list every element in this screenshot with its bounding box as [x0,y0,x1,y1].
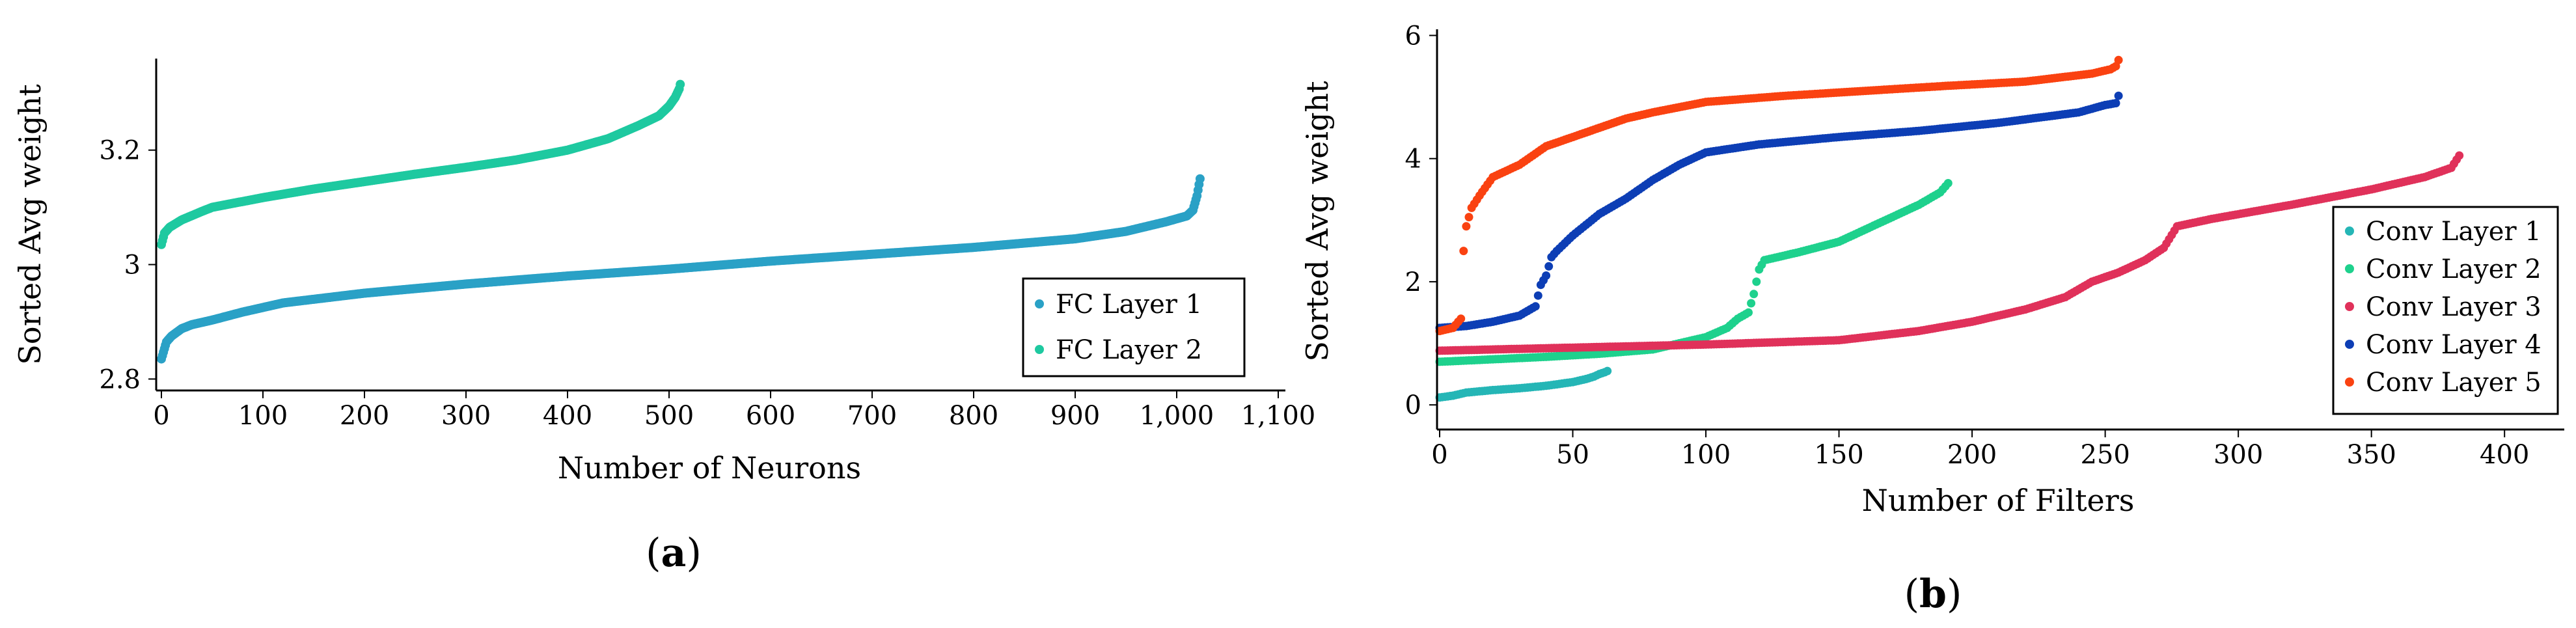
panel-a: 0 100 200 300 400 500 600 700 800 900 1,000 1,100 2.… [12,59,1315,576]
panel-a-x-tick-label: 0 [153,401,169,431]
panel-a-y-tick-label: 3 [124,251,141,280]
panel-b-legend-label-1: Conv Layer 1 [2366,217,2542,247]
panel-a-x-tick-label: 400 [543,401,592,431]
data-point [1464,213,1473,222]
data-point [1195,174,1205,184]
panel-a-legend-marker-2 [1035,345,1044,354]
panel-b-x-tick-label: 150 [1814,440,1863,470]
panel-b-series-1 [1435,366,1612,402]
panel-a-x-tick-label: 200 [340,401,389,431]
data-point [1462,222,1471,231]
data-point [2455,151,2464,160]
panel-b-ticks: 0 50 100 150 200 250 300 350 400 0 2 4 6 [1405,21,2530,470]
panel-b-y-tick-label: 0 [1405,390,1421,420]
panel-b-legend-items: Conv Layer 1 Conv Layer 2 Conv Layer 3 Conv… [2345,217,2542,398]
panel-b-points [1435,55,2464,402]
panel-a-series-1 [157,174,1205,364]
panel-a-legend-box [1022,277,1246,377]
panel-b-x-tick-label: 250 [2080,440,2130,470]
panel-a-legend: FC Layer 1 FC Layer 2 [1022,277,1246,377]
panel-a-x-tick-label: 600 [746,401,795,431]
panel-b-series-4 [1435,91,2123,333]
panel-a-x-tick-label: 800 [949,401,998,431]
data-point [1749,290,1759,299]
panel-a-x-tick-label: 300 [441,401,491,431]
panel-b-x-tick-label: 350 [2346,440,2396,470]
panel-a-x-tick-label: 700 [847,401,897,431]
panel-b-legend-label-2: Conv Layer 2 [2366,254,2542,284]
panel-b-y-tick-label: 2 [1405,267,1421,297]
panel-b-legend-label-4: Conv Layer 4 [2366,330,2542,360]
panel-a-y-tick-label: 2.8 [99,364,141,394]
panel-b-legend: Conv Layer 1 Conv Layer 2 Conv Layer 3 Conv… [2332,206,2559,415]
panel-a-ticks: 0 100 200 300 400 500 600 700 800 900 1,000 1,100 2.… [99,136,1315,431]
panel-b-legend-box [2332,206,2559,415]
panel-a-series-2 [157,79,685,249]
panel-b-x-tick-label: 50 [1556,440,1589,470]
panel-a-y-tick-label: 3.2 [99,136,141,166]
data-point [1943,179,1953,187]
data-point [1459,247,1468,256]
panel-b-caption: (b) [1904,571,1962,617]
panel-b-y-label: Sorted Avg weight [1300,81,1335,362]
data-point [1603,366,1612,375]
panel-b-series-3 [1435,151,2464,355]
panel-b-series-5 [1435,55,2123,336]
data-point [1542,271,1551,280]
panel-a-x-label: Number of Neurons [558,450,861,485]
panel-a-x-tick-label: 1,000 [1140,401,1214,431]
data-point [676,79,685,89]
data-point [1744,308,1753,317]
data-point [1533,291,1542,300]
panel-b-legend-marker-3 [2345,302,2354,311]
panel-b-x-label: Number of Filters [1862,483,2135,518]
panel-b-legend-marker-2 [2345,264,2354,273]
panel-b-x-tick-label: 0 [1431,440,1447,470]
panel-a-x-tick-label: 100 [238,401,288,431]
panel-b: 0 50 100 150 200 250 300 350 400 0 2 4 6 Number of F… [1300,21,2564,617]
panel-b-y-tick-label: 6 [1405,21,1421,51]
panel-b-legend-marker-4 [2345,340,2354,349]
panel-b-legend-label-5: Conv Layer 5 [2366,368,2542,398]
data-point [1531,302,1540,311]
panel-b-x-tick-label: 300 [2213,440,2263,470]
panel-b-y-tick-label: 4 [1405,144,1421,174]
panel-a-x-tick-label: 900 [1050,401,1100,431]
data-point [2114,55,2123,64]
panel-a-y-label: Sorted Avg weight [12,84,48,365]
panel-b-legend-marker-1 [2345,226,2354,236]
data-point [2114,91,2123,100]
panel-b-legend-marker-5 [2345,377,2354,387]
panel-b-x-tick-label: 200 [1947,440,1997,470]
panel-a-points [157,79,1205,364]
panel-a-legend-label-1: FC Layer 1 [1056,290,1202,320]
data-point [1544,262,1554,271]
panel-a-legend-label-2: FC Layer 2 [1056,335,1202,365]
panel-b-x-tick-label: 400 [2480,440,2529,470]
data-point [1752,277,1761,286]
data-point [1747,299,1756,308]
panel-b-legend-label-3: Conv Layer 3 [2366,292,2542,322]
data-point [1457,314,1466,323]
panel-a-legend-marker-1 [1035,299,1044,308]
panel-a-x-tick-label: 1,100 [1241,401,1316,431]
data-point [2111,99,2120,107]
panel-a-caption: (a) [646,530,702,576]
panel-a-x-tick-label: 500 [644,401,694,431]
panel-b-x-tick-label: 100 [1681,440,1731,470]
